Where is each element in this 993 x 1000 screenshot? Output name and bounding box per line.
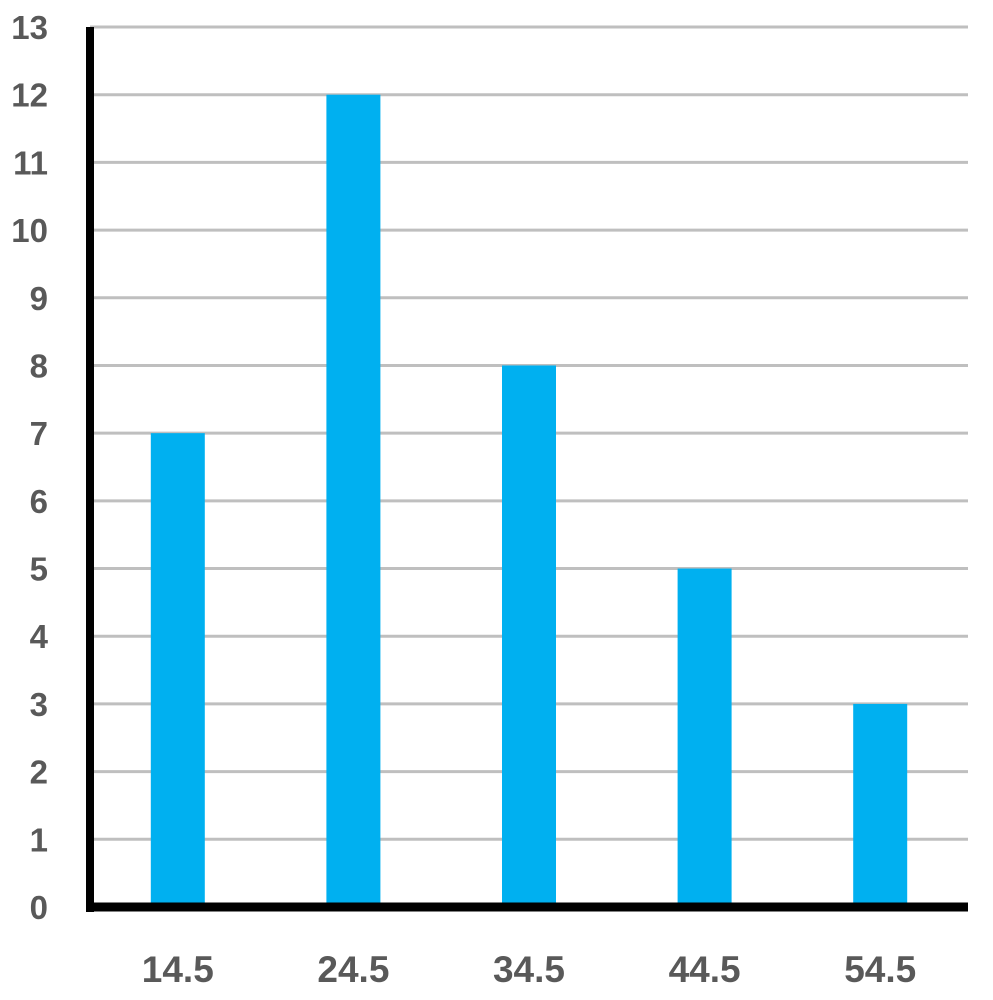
y-tick-label: 1 bbox=[30, 821, 48, 858]
y-tick-label: 6 bbox=[30, 483, 48, 520]
y-tick-label: 3 bbox=[30, 686, 48, 723]
y-tick-label: 11 bbox=[13, 144, 48, 181]
x-tick-label: 24.5 bbox=[317, 949, 389, 990]
x-tick-label: 54.5 bbox=[844, 949, 916, 990]
x-tick-label: 34.5 bbox=[493, 949, 565, 990]
bar bbox=[502, 365, 556, 907]
bar bbox=[150, 433, 205, 907]
y-tick-label: 8 bbox=[30, 347, 48, 384]
x-tick-labels: 14.5 24.5 34.5 44.5 54.5 bbox=[142, 949, 916, 990]
y-tick-label: 9 bbox=[30, 280, 48, 317]
y-tick-label: 7 bbox=[30, 415, 48, 452]
axes bbox=[86, 27, 968, 912]
bars bbox=[150, 94, 908, 907]
y-tick-label: 2 bbox=[30, 754, 48, 791]
bar bbox=[677, 568, 732, 907]
y-tick-label: 10 bbox=[11, 212, 48, 249]
y-tick-label: 5 bbox=[30, 551, 48, 588]
x-tick-label: 14.5 bbox=[142, 949, 214, 990]
x-tick-label: 44.5 bbox=[669, 949, 741, 990]
bar bbox=[853, 703, 908, 907]
y-tick-label: 0 bbox=[30, 889, 48, 926]
y-tick-label: 12 bbox=[11, 77, 48, 114]
y-tick-label: 4 bbox=[30, 618, 49, 655]
y-tick-label: 13 bbox=[11, 9, 48, 46]
bar bbox=[326, 94, 381, 907]
